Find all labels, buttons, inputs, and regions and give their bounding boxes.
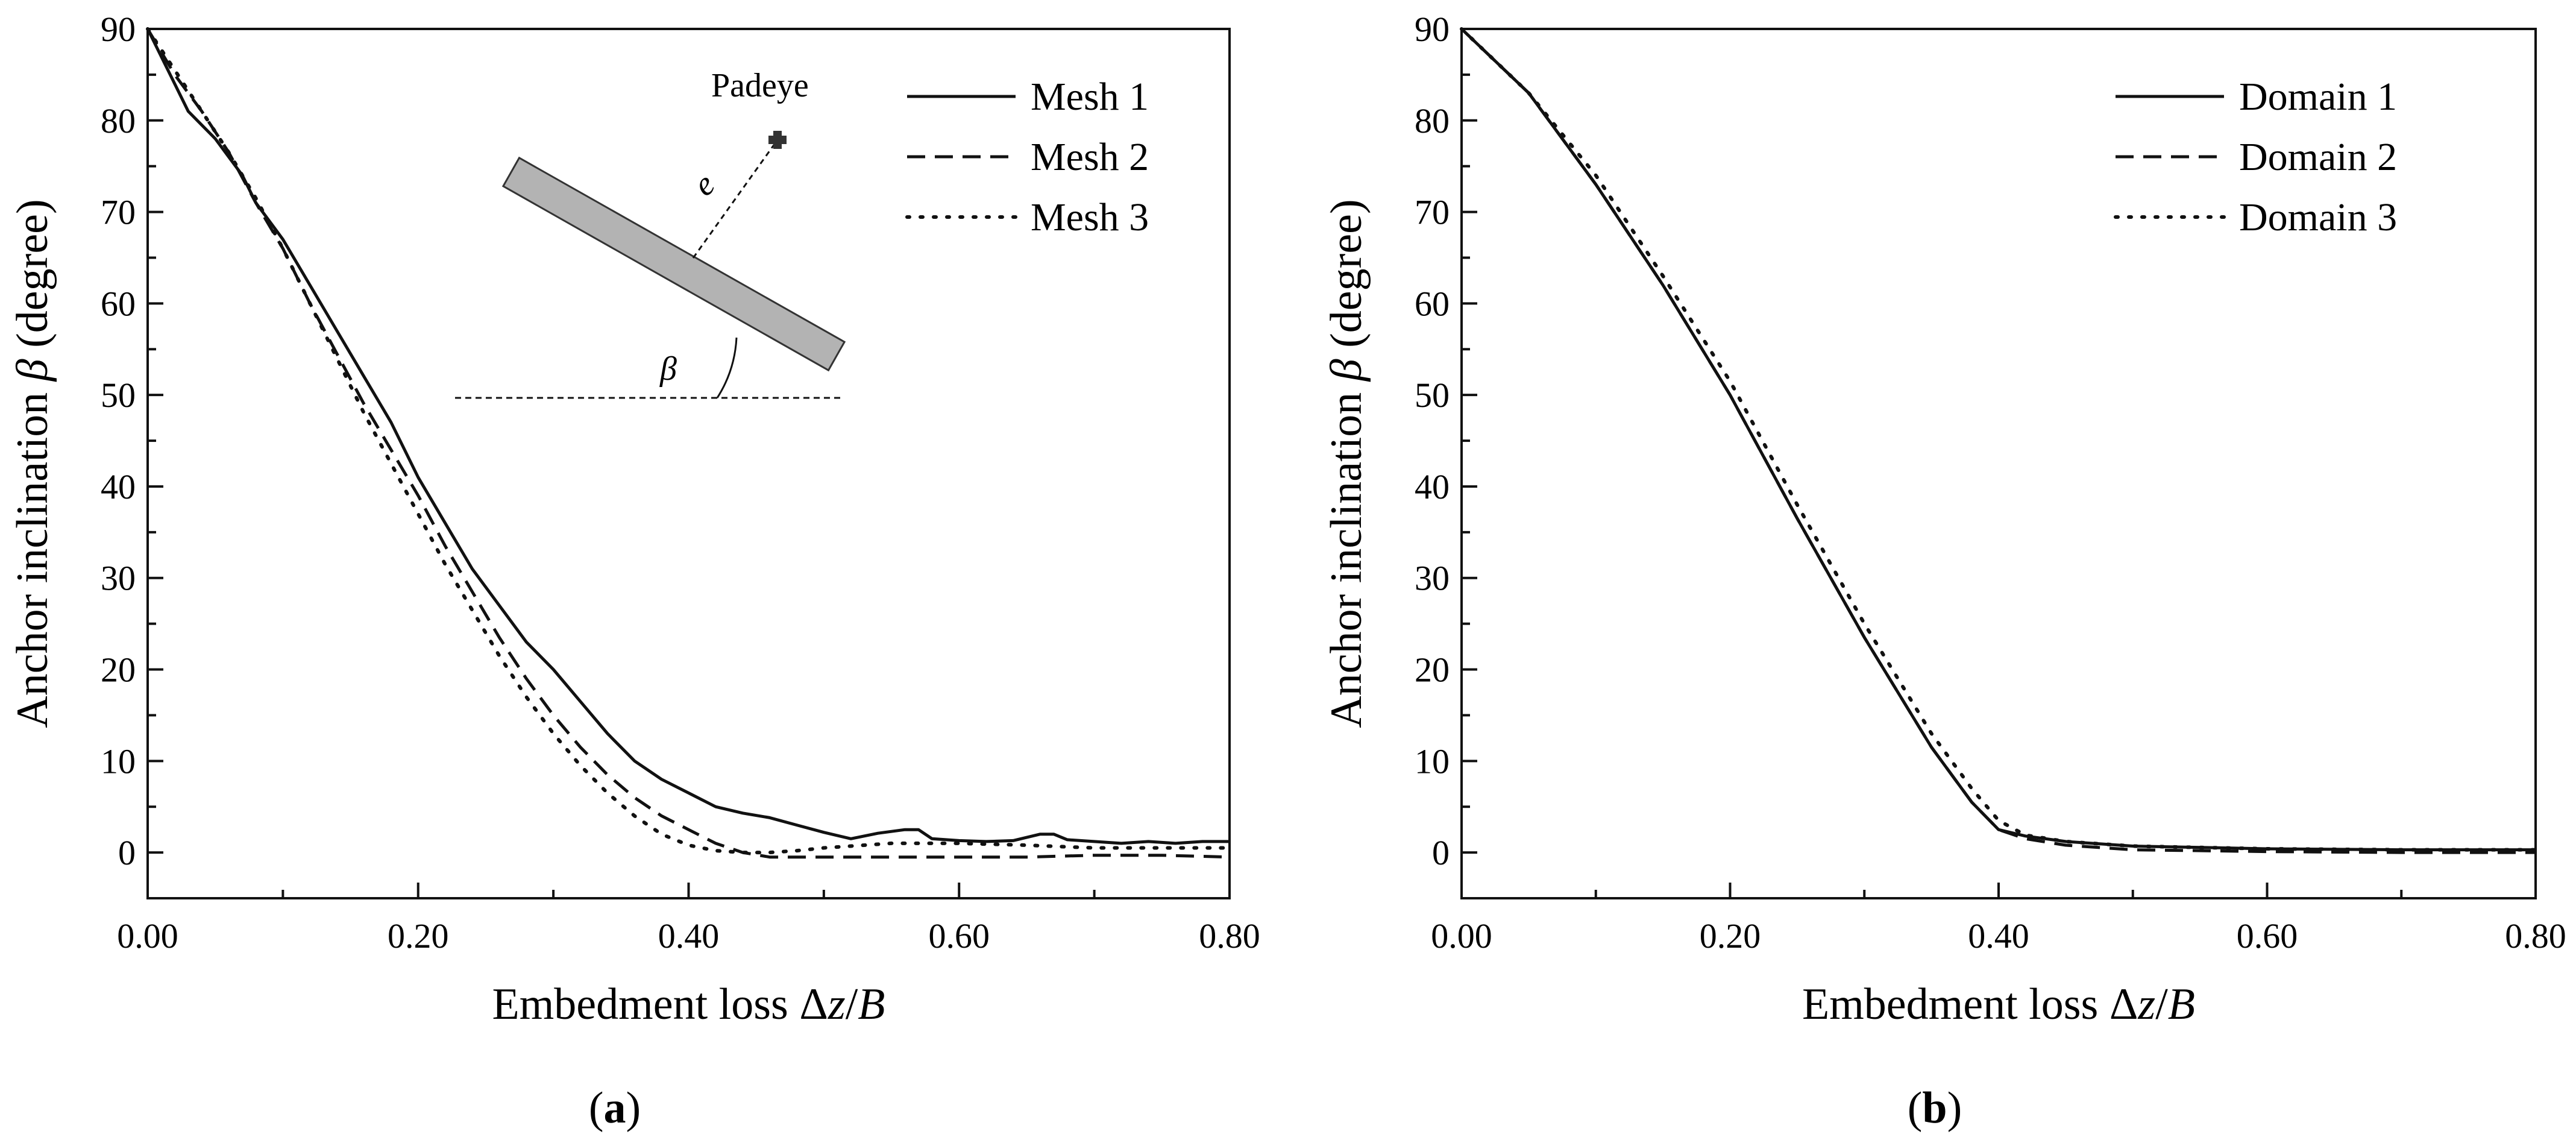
x-tick-label: 0.60 <box>929 916 990 956</box>
y-tick-label: 50 <box>101 376 136 415</box>
eccentricity-line <box>692 139 779 259</box>
y-tick-label: 60 <box>101 284 136 323</box>
y-tick-label: 40 <box>1415 467 1450 506</box>
legend-label: Mesh 3 <box>1031 195 1149 239</box>
chart-panel-b: 0.00 0.20 0.40 0.60 0.80 0 10 20 30 40 50 60 70 80 90 E… <box>1322 10 2566 1133</box>
series-line-mesh-1 <box>146 28 1230 845</box>
y-tick-label: 10 <box>101 742 136 781</box>
padeye-label: Padeye <box>711 67 809 104</box>
legend-label: Domain 1 <box>2239 75 2397 119</box>
y-tick-label: 0 <box>118 833 136 872</box>
panel-label: (a) <box>589 1083 641 1133</box>
series-line-mesh-3 <box>146 27 1231 855</box>
x-axis-title: Embedment loss Δz/B <box>1802 980 2195 1029</box>
legend-label: Domain 3 <box>2239 195 2397 239</box>
y-tick-label: 20 <box>1415 650 1450 690</box>
series-line-mesh-2 <box>146 28 1230 859</box>
x-tick-label: 0.20 <box>388 916 449 956</box>
x-tick-label: 0.40 <box>658 916 720 956</box>
legend-label: Mesh 1 <box>1031 75 1149 119</box>
y-tick-label: 90 <box>1415 10 1450 49</box>
y-tick-label: 50 <box>1415 376 1450 415</box>
y-tick-label: 40 <box>101 467 136 506</box>
x-tick-label: 0.60 <box>2237 916 2298 956</box>
y-tick-label: 70 <box>1415 193 1450 232</box>
eccentricity-label: e <box>686 165 722 203</box>
y-tick-label: 90 <box>101 10 136 49</box>
y-tick-label: 80 <box>1415 101 1450 140</box>
x-axis-title: Embedment loss Δz/B <box>492 980 885 1029</box>
panel-label: (b) <box>1908 1083 1962 1133</box>
y-tick-label: 80 <box>101 101 136 140</box>
y-tick-label: 0 <box>1432 833 1450 872</box>
y-axis-title: Anchor inclination β (degree) <box>1322 199 1371 728</box>
angle-arc <box>716 337 738 398</box>
x-tick-label: 0.80 <box>1199 916 1260 956</box>
y-tick-label: 60 <box>1415 284 1450 323</box>
series-line-domain-3 <box>1460 27 2537 852</box>
x-tick-label: 0.00 <box>117 916 178 956</box>
y-tick-label: 10 <box>1415 742 1450 781</box>
anchor-inset: Padeye e β <box>455 67 846 399</box>
angle-label: β <box>659 350 677 388</box>
legend-label: Domain 2 <box>2239 135 2397 179</box>
y-tick-label: 30 <box>1415 559 1450 598</box>
y-tick-label: 30 <box>101 559 136 598</box>
y-axis-title: Anchor inclination β (degree) <box>8 199 57 728</box>
y-tick-label: 70 <box>101 193 136 232</box>
x-tick-label: 0.40 <box>1968 916 2029 956</box>
padeye-cross-icon <box>768 131 787 149</box>
y-tick-label: 20 <box>101 650 136 690</box>
x-tick-label: 0.00 <box>1431 916 1492 956</box>
chart-panel-a: 0.00 0.20 0.40 0.60 0.80 0 10 20 30 40 50 60 70 80 90 E… <box>8 10 1260 1133</box>
x-tick-label: 0.20 <box>1700 916 1761 956</box>
legend-label: Mesh 2 <box>1031 135 1149 179</box>
series-line-domain-2 <box>1460 28 2536 854</box>
anchor-plate <box>501 156 846 372</box>
x-tick-label: 0.80 <box>2505 916 2566 956</box>
